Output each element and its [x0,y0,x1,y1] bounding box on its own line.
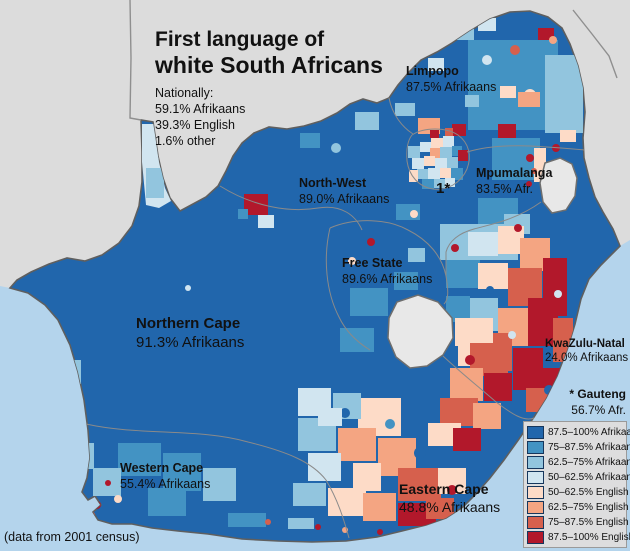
province-stat: 48.8% Afrikaans [399,498,501,515]
legend-swatch-english-62-75 [527,501,544,514]
legend-label: 87.5–100% Afrikaans [548,427,630,438]
legend-row: 62.5–75% English [527,500,629,515]
province-name: Mpumalanga [476,166,553,180]
gauteng-note: * Gauteng 56.7% Afr. [569,387,626,418]
province-stat: 24.0% Afrikaans [545,352,629,365]
national-heading: Nationally: [155,85,214,100]
legend-label: 75–87.5% English [548,517,629,528]
foreign-borders [129,0,618,121]
map-legend: 87.5–100% Afrikaans 75–87.5% Afrikaans 6… [523,421,630,548]
legend-swatch-afrikaans-87-100 [527,426,544,439]
province-stat: 89.0% Afrikaans [299,191,390,206]
province-label-north-west: North-West 89.0% Afrikaans [299,176,389,207]
legend-swatch-afrikaans-75-87 [527,441,544,454]
gauteng-marker: 1* [436,180,451,197]
lesotho-region [387,294,454,369]
province-label-eastern-cape: Eastern Cape 48.8% Afrikaans [399,481,500,516]
province-label-northern-cape: Northern Cape 91.3% Afrikaans [136,315,244,353]
legend-swatch-afrikaans-62-75 [527,456,544,469]
province-label-mpumalanga: Mpumalanga 83.5% Afr. [476,166,552,197]
province-stat: 87.5% Afrikaans [406,79,497,94]
province-label-western-cape: Western Cape 55.4% Afrikaans [120,461,210,492]
national-english: 39.3% English [155,118,235,133]
national-afrikaans: 59.1% Afrikaans [155,101,246,116]
province-stat: 91.3% Afrikaans [136,333,245,351]
legend-row: 50–62.5% Afrikaans [527,470,630,485]
legend-swatch-afrikaans-50-62 [527,471,544,484]
legend-label: 62.5–75% English [548,502,629,513]
province-name: Free State [342,256,403,270]
province-name: Western Cape [120,461,204,475]
legend-row: 50–62.5% English [527,485,629,500]
province-name: North-West [299,176,367,190]
province-name: Eastern Cape [399,481,489,497]
legend-label: 62.5–75% Afrikaans [548,457,630,468]
gauteng-note-stat: 56.7% Afr. [571,402,626,417]
page-title-line1: First language of [155,28,325,51]
legend-row: 62.5–75% Afrikaans [527,455,630,470]
province-name: KwaZulu-Natal [545,338,625,350]
province-borders [85,97,585,539]
title-block: First language of white South Africans N… [155,28,383,150]
province-label-free-state: Free State 89.6% Afrikaans [342,256,432,287]
legend-label: 50–62.5% English [548,487,629,498]
legend-swatch-english-50-62 [527,486,544,499]
legend-row: 75–87.5% English [527,515,629,530]
province-stat: 89.6% Afrikaans [342,271,433,286]
national-stats: Nationally: 59.1% Afrikaans 39.3% Englis… [155,85,383,150]
province-stat: 83.5% Afr. [476,181,533,196]
data-source-caption: (data from 2001 census) [4,530,140,544]
page-title-line2: white South Africans [155,52,383,79]
province-label-kwazulu-natal: KwaZulu-Natal 24.0% Afrikaans [545,337,628,366]
legend-row: 87.5–100% English [527,530,630,545]
province-name: Limpopo [406,64,459,78]
province-stat: 55.4% Afrikaans [120,476,211,491]
legend-swatch-english-87-100 [527,531,544,544]
legend-label: 75–87.5% Afrikaans [548,442,630,453]
legend-row: 75–87.5% Afrikaans [527,440,630,455]
province-name: Northern Cape [136,315,241,332]
legend-label: 50–62.5% Afrikaans [548,472,630,483]
legend-label: 87.5–100% English [548,532,630,543]
national-other: 1.6% other [155,134,216,149]
swaziland-region [539,157,578,214]
legend-swatch-english-75-87 [527,516,544,529]
province-label-limpopo: Limpopo 87.5% Afrikaans [406,64,496,95]
gauteng-note-name: * Gauteng [569,387,626,401]
legend-row: 87.5–100% Afrikaans [527,425,630,440]
